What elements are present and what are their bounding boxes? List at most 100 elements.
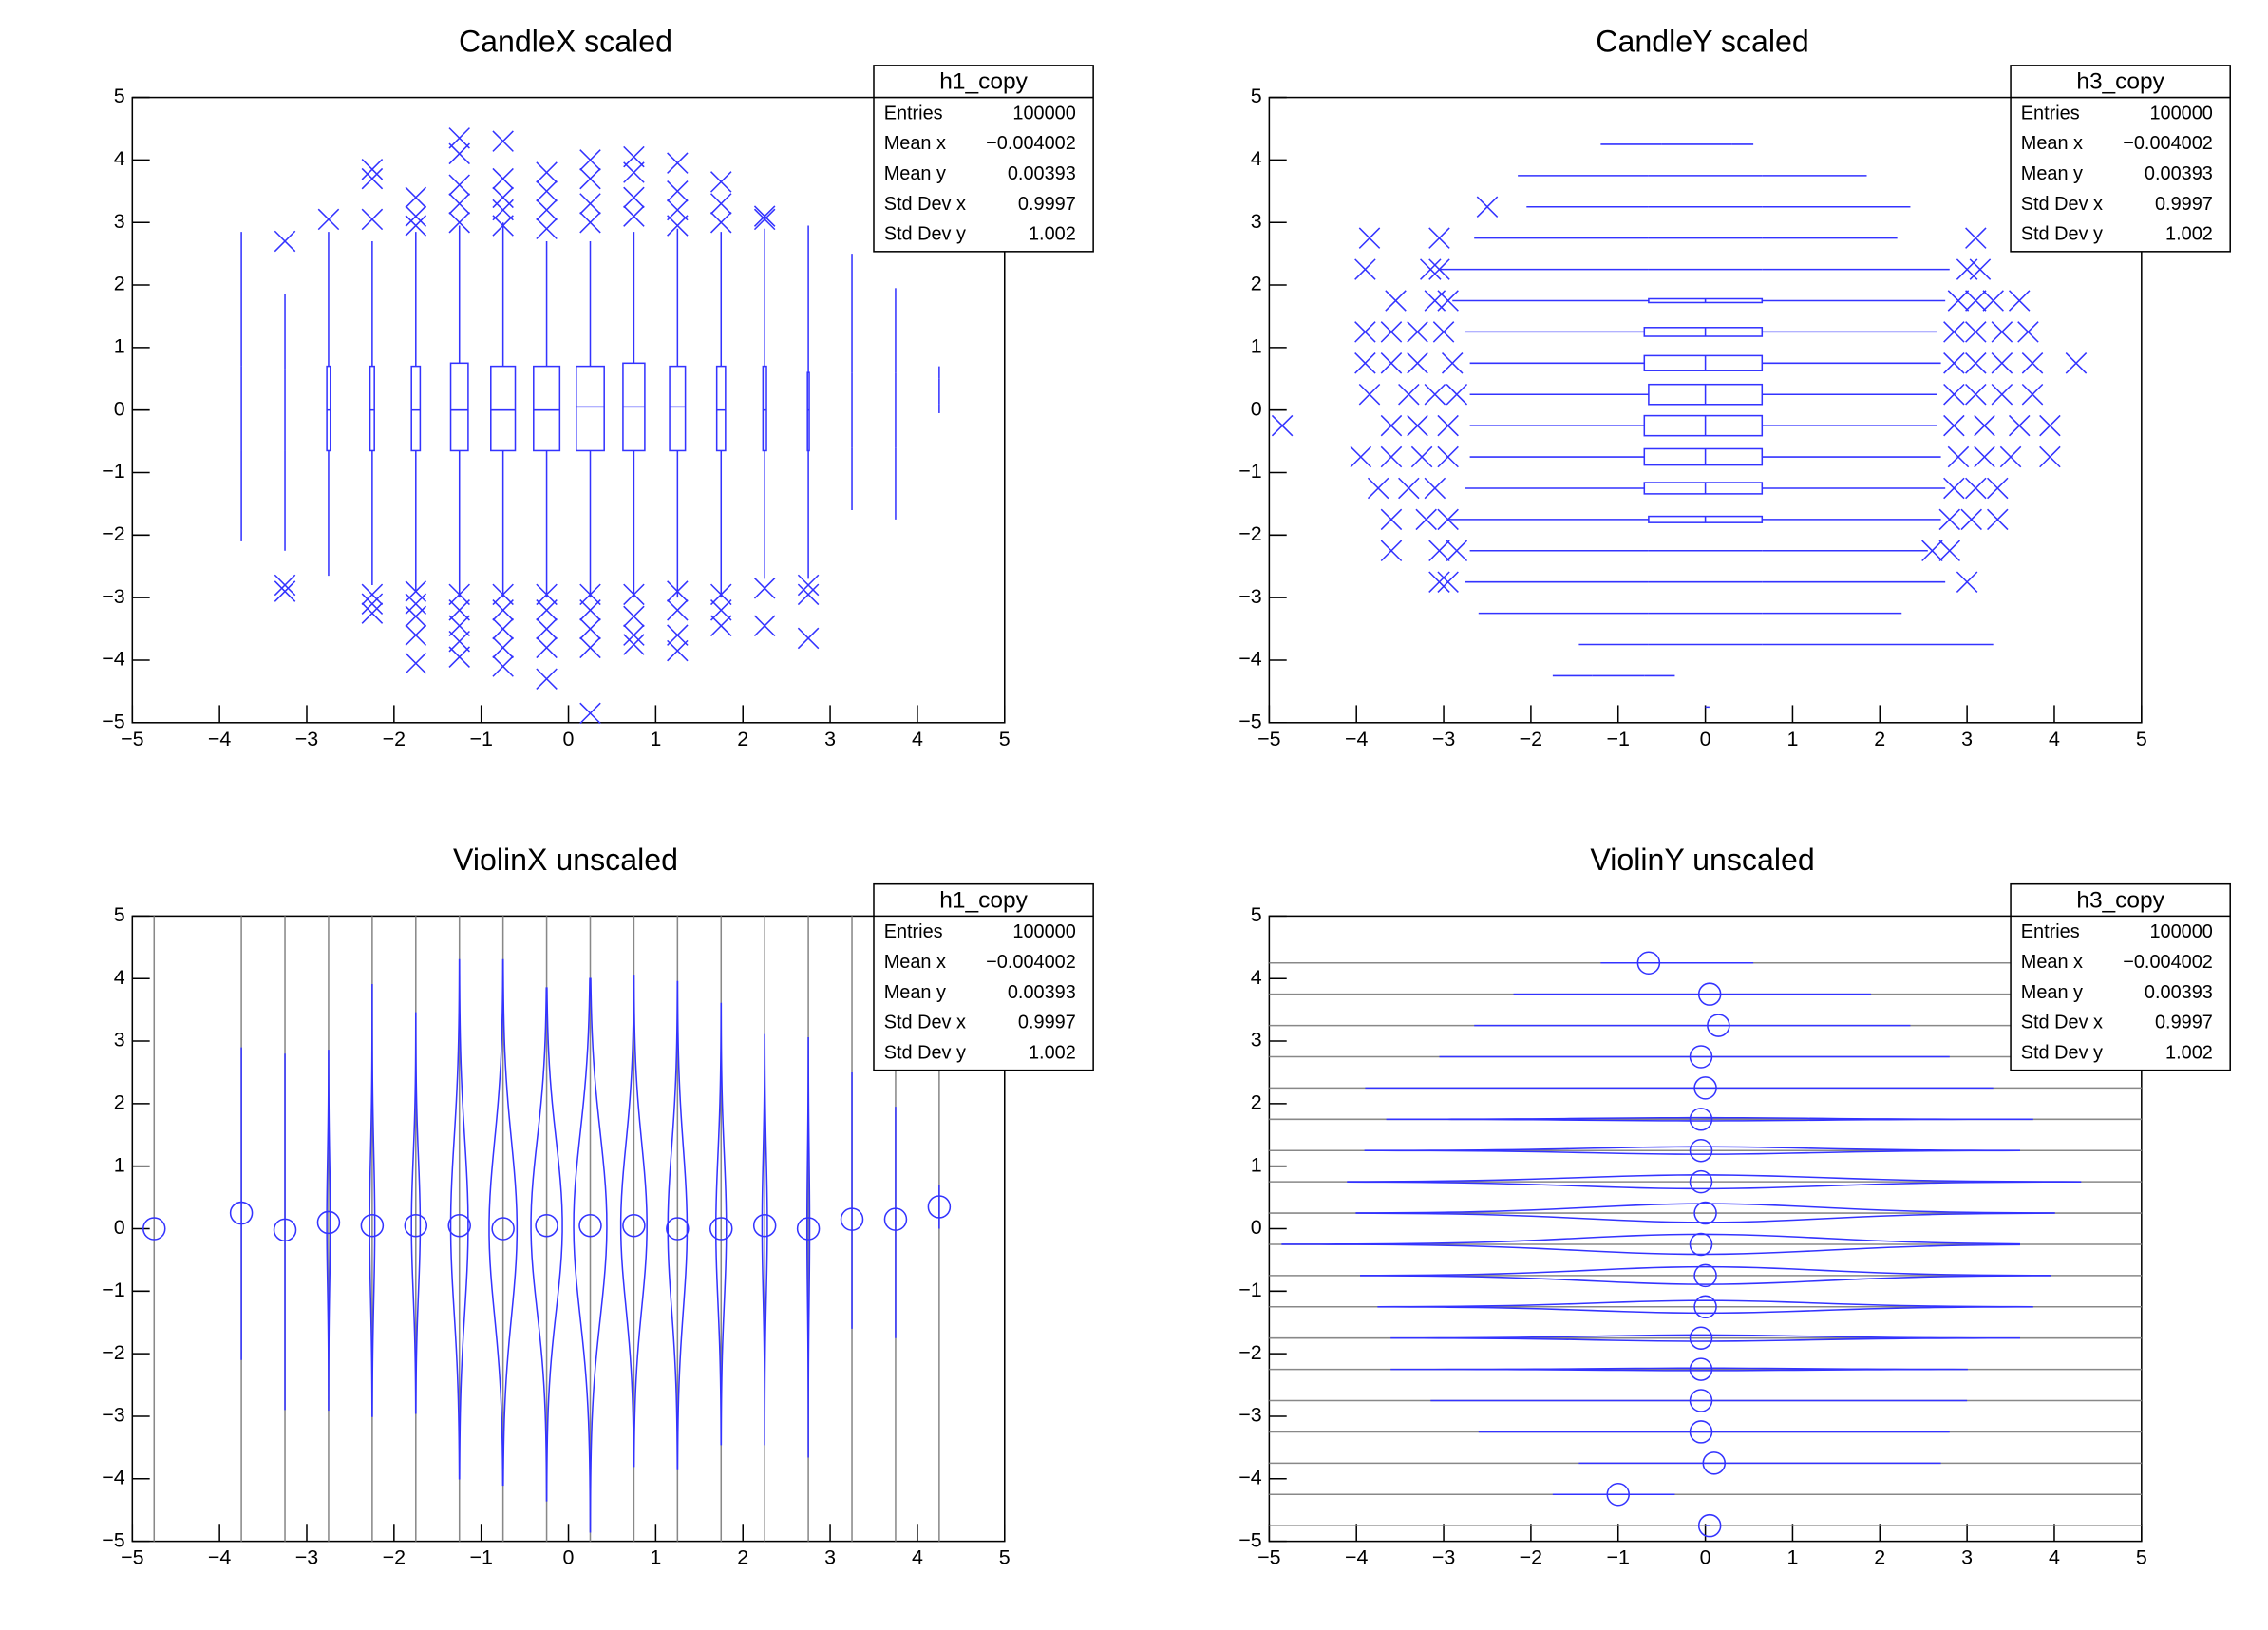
candle-box	[1643, 354, 1764, 371]
stats-box	[873, 882, 1094, 1071]
outlier	[1476, 196, 1499, 218]
y-tick-label: 3	[1251, 210, 1262, 233]
outlier	[405, 593, 427, 615]
stats-box	[873, 65, 1094, 253]
panel: CandleY scaled −5 −4 −3 −2 −1 0 1 2 3 4 5 −5 −4 −3 −2 −1…	[1238, 24, 2231, 750]
violin	[1360, 1265, 2051, 1285]
x-tick-label: 0	[563, 728, 575, 750]
x-tick-label: 3	[1961, 728, 1973, 750]
x-tick-label: 0	[563, 1546, 575, 1569]
x-tick-label: −5	[121, 728, 144, 750]
outlier	[536, 636, 558, 659]
y-tick-label: 5	[114, 85, 125, 107]
y-tick-label: −3	[102, 1404, 124, 1427]
outlier	[448, 583, 470, 606]
stats-label: Entries	[2021, 103, 2080, 123]
outlier	[448, 211, 470, 234]
panel: CandleX scaled −5 −4 −3 −2 −1 0 1 2 3 4 5 −5 −4 −3 −2 −1…	[102, 24, 1094, 750]
x-tick-label: −5	[1257, 728, 1281, 750]
x-tick-label: 5	[999, 1546, 1011, 1569]
x-tick-label: −3	[1432, 1546, 1455, 1569]
outlier	[274, 230, 296, 253]
median-marker	[1693, 1201, 1717, 1225]
outlier	[2039, 414, 2061, 437]
outlier	[667, 152, 689, 174]
x-tick-label: 2	[737, 728, 748, 750]
x-tick-label: −1	[469, 728, 492, 750]
outlier	[1432, 321, 1455, 343]
x-tick-label: 1	[1786, 728, 1798, 750]
median-marker	[840, 1207, 864, 1231]
y-tick-label: 4	[114, 147, 125, 170]
outlier	[1947, 445, 1970, 468]
median-marker	[927, 1195, 952, 1219]
violin	[667, 980, 689, 1470]
outlier	[492, 167, 514, 190]
stats-label: Std Dev y	[2021, 1042, 2103, 1063]
x-tick-label: −4	[208, 728, 232, 750]
stats-label: Std Dev x	[2021, 194, 2103, 215]
y-tick-label: −2	[1238, 1341, 1261, 1364]
outlier	[710, 211, 732, 234]
stats-value: −0.004002	[2123, 133, 2213, 154]
violin	[369, 984, 376, 1417]
x-tick-label: 4	[912, 1546, 923, 1569]
candle-box	[1643, 414, 1764, 437]
x-tick-label: 3	[824, 728, 836, 750]
x-tick-label: −1	[1607, 728, 1630, 750]
outlier	[710, 599, 732, 621]
stats-box	[2010, 882, 2231, 1071]
stats-label: Mean y	[2021, 163, 2083, 184]
chart-title: ViolinY unscaled	[1590, 843, 1814, 877]
stats-title: h3_copy	[2076, 888, 2164, 914]
stats-label: Mean y	[884, 163, 946, 184]
x-tick-label: −5	[1257, 1546, 1281, 1569]
outlier	[2065, 352, 2088, 374]
stats-title: h3_copy	[2076, 69, 2164, 95]
panel: ViolinX unscaled −5 −4 −3 −2 −1 0 1 2 3 4 5 −5 −4 −3 −2…	[102, 843, 1094, 1569]
outlier	[405, 580, 427, 602]
x-tick-label: −2	[1520, 728, 1542, 750]
stats-label: Entries	[884, 103, 943, 123]
outlier	[1354, 258, 1376, 280]
outlier	[492, 636, 514, 659]
outlier	[448, 193, 470, 215]
outlier	[667, 624, 689, 646]
outlier	[579, 193, 601, 215]
outlier	[710, 583, 732, 606]
stats-label: Std Dev y	[884, 1042, 966, 1063]
y-tick-label: −1	[1238, 460, 1261, 483]
outlier	[1943, 383, 1965, 406]
median-marker	[1697, 1513, 1722, 1538]
violin	[1355, 1203, 2055, 1223]
x-tick-label: 3	[824, 1546, 836, 1569]
stats-value: −0.004002	[986, 952, 1076, 973]
violin	[449, 958, 469, 1480]
median-marker	[229, 1201, 254, 1225]
y-tick-label: −3	[1238, 585, 1261, 608]
outlier	[405, 205, 427, 227]
candle-box	[715, 365, 727, 452]
outlier	[448, 142, 470, 165]
outlier	[797, 627, 820, 650]
outlier	[361, 602, 384, 624]
x-tick-label: 4	[2049, 1546, 2060, 1569]
outlier	[1271, 414, 1294, 437]
violin	[530, 987, 563, 1502]
stats-label: Std Dev x	[2021, 1013, 2103, 1033]
outlier	[1437, 445, 1459, 468]
stats-box	[2010, 65, 2231, 253]
median-marker	[273, 1218, 297, 1242]
y-tick-label: 5	[1251, 903, 1262, 926]
stats-value: 0.9997	[2155, 194, 2213, 215]
outlier	[797, 583, 820, 606]
x-tick-label: 5	[2136, 728, 2147, 750]
stats-value: 100000	[2149, 921, 2212, 942]
y-tick-label: −5	[102, 1528, 125, 1551]
violin	[410, 1012, 422, 1414]
median-marker	[1689, 1389, 1713, 1412]
outlier	[667, 180, 689, 202]
stats-label: Std Dev x	[884, 1013, 966, 1033]
y-tick-label: −1	[102, 460, 124, 483]
x-tick-label: 5	[2136, 1546, 2147, 1569]
